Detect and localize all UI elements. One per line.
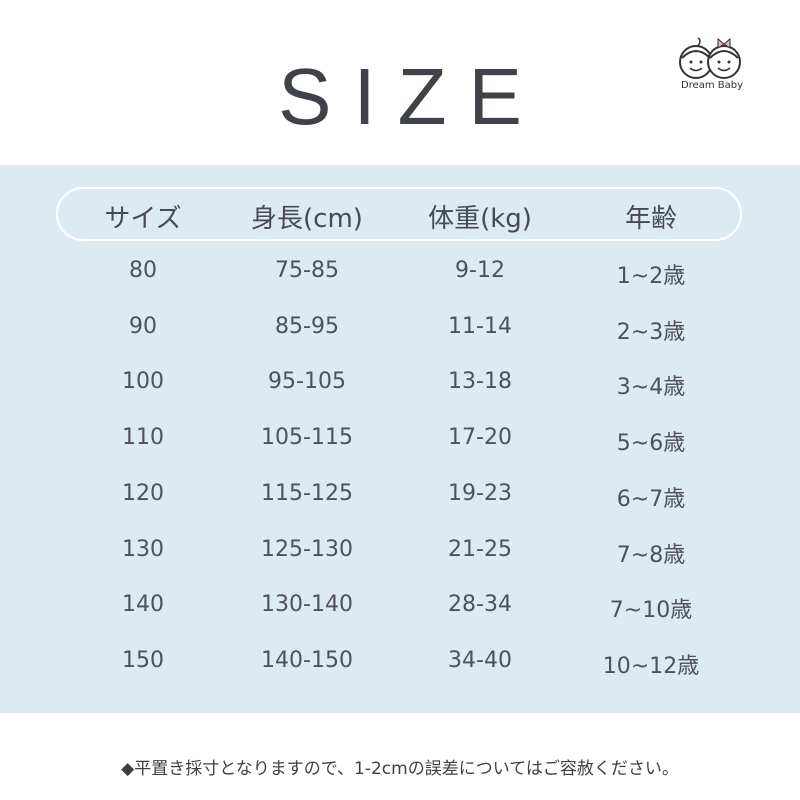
header-age: 年齢 — [624, 204, 677, 234]
table-row: 150 140-150 34-40 10~12歳 — [0, 648, 800, 688]
height-cell: 105-115 — [261, 425, 353, 451]
age-cell: 5~6歳 — [616, 431, 686, 457]
table-header — [56, 187, 742, 241]
age-cell: 6~7歳 — [616, 486, 686, 512]
dream-baby-logo — [679, 37, 741, 79]
height-cell: 85-95 — [275, 313, 339, 339]
size-cell: 140 — [122, 592, 164, 618]
size-cell: 110 — [122, 425, 164, 451]
weight-cell: 9-12 — [455, 258, 505, 283]
height-cell: 75-85 — [275, 258, 339, 283]
age-cell: 7~8歳 — [616, 542, 686, 568]
height-cell: 115-125 — [261, 480, 353, 506]
header-size: サイズ — [104, 204, 182, 234]
header-height: 身長(cm) — [251, 204, 363, 234]
table-row: 90 85-95 11-14 2~3歳 — [0, 314, 800, 354]
weight-cell: 21-25 — [448, 536, 512, 562]
table-row: 80 75-85 9-12 1~2歳 — [0, 258, 800, 298]
weight-cell: 34-40 — [448, 647, 512, 673]
table-row: 110 105-115 17-20 5~6歳 — [0, 425, 800, 465]
size-cell: 130 — [122, 536, 164, 562]
size-cell: 100 — [122, 369, 164, 395]
table-row: 120 115-125 19-23 6~7歳 — [0, 481, 800, 521]
size-cell: 120 — [122, 480, 164, 506]
height-cell: 140-150 — [261, 647, 353, 673]
age-cell: 1~2歳 — [616, 264, 686, 289]
height-cell: 95-105 — [268, 369, 346, 395]
age-cell: 2~3歳 — [616, 319, 686, 345]
age-cell: 3~4歳 — [616, 375, 686, 401]
brand-name: Dream Baby — [680, 80, 744, 91]
age-cell: 7~10歳 — [609, 598, 693, 624]
size-cell: 80 — [129, 258, 157, 283]
weight-cell: 28-34 — [448, 592, 512, 618]
size-cell: 150 — [122, 647, 164, 673]
page-title: SIZE — [278, 52, 544, 141]
weight-cell: 11-14 — [448, 313, 512, 339]
header-weight: 体重(kg) — [428, 204, 532, 234]
weight-cell: 13-18 — [448, 369, 512, 395]
weight-cell: 17-20 — [448, 425, 512, 451]
height-cell: 125-130 — [261, 536, 353, 562]
weight-cell: 19-23 — [448, 480, 512, 506]
height-cell: 130-140 — [261, 592, 353, 618]
age-cell: 10~12歳 — [602, 653, 700, 679]
measurement-note: ◆平置き採寸となりますので、1-2cmの誤差についてはご容赦ください。 — [121, 759, 679, 779]
size-cell: 90 — [129, 313, 157, 339]
size-table: サイズ 身長(cm) 体重(kg) 年齢 80 75-85 9-12 1~2歳 90 85… — [0, 165, 800, 713]
table-row: 130 125-130 21-25 7~8歳 — [0, 537, 800, 577]
table-row: 140 130-140 28-34 7~10歳 — [0, 592, 800, 632]
table-row: 100 95-105 13-18 3~4歳 — [0, 369, 800, 409]
